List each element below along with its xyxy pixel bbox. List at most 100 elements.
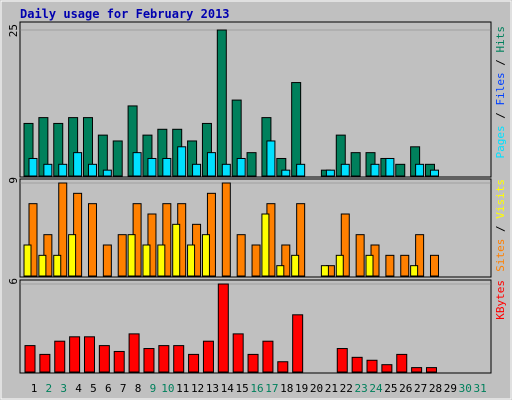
bar [366, 359, 378, 373]
bar [38, 254, 47, 277]
legend-entry: Visits [494, 179, 507, 219]
bar [217, 283, 229, 373]
bar [173, 345, 185, 373]
bar [206, 152, 216, 177]
bar [291, 82, 302, 177]
bar [132, 152, 142, 177]
bar [396, 353, 408, 373]
bar [385, 254, 395, 277]
bar [281, 169, 291, 177]
x-tick-label: 2 [46, 382, 53, 395]
axis-label: KBytes [494, 280, 507, 320]
x-tick-label: 9 [150, 382, 157, 395]
bar [281, 244, 291, 277]
bar [400, 254, 410, 277]
bar [410, 265, 419, 277]
bar [113, 350, 125, 373]
bar [335, 254, 344, 277]
bar [216, 29, 227, 177]
bar [58, 182, 68, 277]
bar [429, 254, 439, 277]
bar [425, 367, 437, 373]
bar [266, 140, 276, 177]
bar [127, 234, 136, 277]
x-tick-label: 1 [31, 382, 38, 395]
legend-entry: Hits [494, 26, 507, 53]
x-tick-label: 22 [340, 382, 353, 395]
bar [177, 146, 187, 177]
legend-entry: Files [494, 72, 507, 105]
x-tick-label: 5 [90, 382, 97, 395]
x-tick-label: 18 [280, 382, 293, 395]
x-tick-label: 17 [265, 382, 278, 395]
x-tick-label: 25 [384, 382, 397, 395]
bar [350, 152, 361, 177]
bar [340, 163, 350, 177]
bar [251, 244, 261, 277]
bar [292, 314, 304, 373]
bar [142, 244, 151, 277]
bar [340, 213, 350, 277]
bar [277, 361, 289, 373]
y-tick-label: 6 [7, 278, 20, 285]
bar [236, 157, 246, 177]
chart-title: Daily usage for February 2013 [20, 7, 230, 21]
bar [58, 163, 68, 177]
bar [351, 356, 363, 373]
bar [201, 234, 210, 277]
bar [128, 333, 140, 373]
bar [28, 203, 38, 277]
bar [261, 213, 270, 277]
x-tick-label: 16 [250, 382, 263, 395]
bar [415, 163, 425, 177]
x-tick-label: 20 [310, 382, 323, 395]
bar [102, 244, 112, 277]
bar [39, 353, 51, 373]
bar [157, 244, 166, 277]
bar [162, 203, 172, 277]
bar [172, 223, 181, 277]
x-tick-label: 12 [191, 382, 204, 395]
bar [381, 364, 393, 373]
y-tick-label: 9 [7, 177, 20, 184]
bar [188, 353, 200, 373]
y-tick-label: 25 [7, 24, 20, 37]
x-tick-label: 31 [473, 382, 486, 395]
bar [325, 169, 335, 177]
bar [43, 163, 53, 177]
bar [54, 340, 66, 373]
x-tick-label: 29 [444, 382, 457, 395]
x-tick-label: 28 [429, 382, 442, 395]
x-tick-label: 8 [135, 382, 142, 395]
bar [411, 367, 423, 373]
bar [336, 348, 348, 373]
bar [355, 234, 365, 277]
x-tick-label: 3 [60, 382, 67, 395]
bar [162, 157, 172, 177]
panel [19, 178, 492, 278]
x-tick-label: 24 [369, 382, 383, 395]
bar [365, 254, 374, 277]
legend-entry: KBytes [494, 280, 507, 320]
axis-label: Pages / Files / Hits [494, 26, 507, 159]
bar [320, 265, 329, 277]
legend-entry: / [494, 53, 507, 73]
bar [221, 163, 231, 177]
x-tick-label: 7 [120, 382, 127, 395]
bar [429, 169, 439, 177]
bar [143, 348, 155, 373]
x-tick-label: 15 [236, 382, 249, 395]
bar [24, 345, 36, 373]
bar [87, 163, 97, 177]
bar [187, 244, 196, 277]
bar [158, 345, 170, 373]
bar [202, 340, 214, 373]
legend-entry: / [494, 219, 507, 239]
x-tick-label: 6 [105, 382, 112, 395]
x-tick-label: 23 [355, 382, 368, 395]
bar [385, 157, 395, 177]
bar [370, 163, 380, 177]
legend-entry: Sites [494, 239, 507, 272]
bar [117, 234, 127, 277]
